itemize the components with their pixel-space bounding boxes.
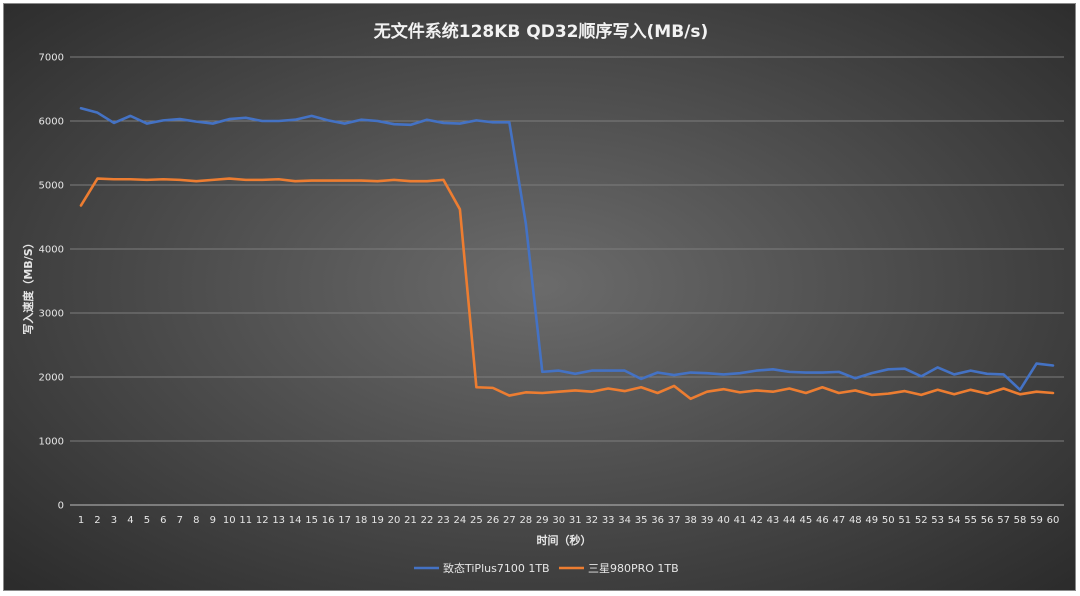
x-tick-label: 59: [1030, 515, 1043, 526]
y-tick-label: 0: [58, 501, 64, 512]
x-tick-label: 47: [832, 515, 845, 526]
x-tick-label: 17: [338, 515, 351, 526]
x-tick-label: 60: [1047, 515, 1060, 526]
x-tick-label: 20: [388, 515, 401, 526]
x-tick-label: 1: [78, 515, 84, 526]
x-tick-label: 24: [454, 515, 467, 526]
x-tick-label: 29: [536, 515, 549, 526]
x-tick-label: 36: [651, 515, 664, 526]
x-tick-label: 45: [800, 515, 813, 526]
x-tick-label: 44: [783, 515, 796, 526]
x-tick-label: 4: [127, 515, 133, 526]
x-tick-label: 11: [239, 515, 252, 526]
x-tick-label: 8: [193, 515, 199, 526]
x-tick-label: 42: [750, 515, 763, 526]
x-tick-label: 30: [552, 515, 565, 526]
x-tick-label: 51: [898, 515, 911, 526]
x-tick-label: 53: [931, 515, 944, 526]
x-tick-label: 50: [882, 515, 895, 526]
y-tick-label: 4000: [39, 245, 64, 256]
series-line-1: [79, 106, 1055, 392]
x-tick-label: 55: [964, 515, 977, 526]
x-tick-label: 21: [404, 515, 417, 526]
x-axis-label: 时间（秒）: [537, 533, 592, 547]
y-axis-ticks: 0 1000 2000 3000 4000 5000 6000 7000: [39, 53, 64, 512]
y-tick-label: 5000: [39, 181, 64, 192]
y-tick-label: 1000: [39, 437, 64, 448]
x-tick-label: 33: [602, 515, 615, 526]
y-axis-label: 写入速度（MB/S）: [21, 237, 35, 334]
x-tick-label: 2: [94, 515, 100, 526]
x-tick-label: 16: [322, 515, 335, 526]
x-tick-label: 46: [816, 515, 829, 526]
x-tick-label: 48: [849, 515, 862, 526]
x-tick-label: 10: [223, 515, 236, 526]
legend: 致态TiPlus7100 1TB 三星980PRO 1TB: [414, 561, 679, 575]
x-tick-label: 54: [948, 515, 961, 526]
x-tick-label: 41: [734, 515, 747, 526]
series-line-2: [79, 177, 1055, 401]
x-tick-label: 34: [618, 515, 631, 526]
chart-title: 无文件系统128KB QD32顺序写入(MB/s): [373, 21, 709, 42]
x-tick-label: 49: [865, 515, 878, 526]
y-tick-label: 2000: [39, 373, 64, 384]
x-tick-label: 28: [519, 515, 532, 526]
x-tick-label: 14: [289, 515, 302, 526]
x-tick-label: 19: [371, 515, 384, 526]
x-tick-label: 56: [981, 515, 994, 526]
line-chart: 无文件系统128KB QD32顺序写入(MB/s) 0 1000 2000 3000 4…: [21, 21, 1064, 575]
x-tick-label: 31: [569, 515, 582, 526]
y-tick-label: 7000: [39, 53, 64, 64]
x-tick-label: 26: [486, 515, 499, 526]
x-tick-label: 15: [305, 515, 318, 526]
series-lines: [79, 106, 1055, 401]
x-axis-ticks: 1 2 3 4 5 6 7 8 9 10 11 12 13 14 15 16 17 18 19 20 21 22 23 24 2…: [78, 515, 1060, 526]
x-tick-label: 38: [684, 515, 697, 526]
x-tick-label: 23: [437, 515, 450, 526]
x-tick-label: 5: [144, 515, 150, 526]
legend-label-2: 三星980PRO 1TB: [588, 562, 679, 575]
x-tick-label: 18: [355, 515, 368, 526]
x-tick-label: 12: [256, 515, 269, 526]
x-tick-label: 43: [767, 515, 780, 526]
chart-frame: 无文件系统128KB QD32顺序写入(MB/s) 0 1000 2000 3000 4…: [3, 3, 1076, 591]
x-tick-label: 6: [160, 515, 166, 526]
gridlines: [70, 56, 1064, 506]
x-tick-label: 7: [177, 515, 183, 526]
x-tick-label: 13: [272, 515, 285, 526]
x-tick-label: 37: [668, 515, 681, 526]
x-tick-label: 35: [635, 515, 648, 526]
x-tick-label: 40: [717, 515, 730, 526]
x-tick-label: 32: [585, 515, 598, 526]
legend-label-1: 致态TiPlus7100 1TB: [443, 561, 550, 575]
x-tick-label: 25: [470, 515, 483, 526]
x-tick-label: 9: [210, 515, 216, 526]
x-tick-label: 39: [701, 515, 714, 526]
x-tick-label: 27: [503, 515, 516, 526]
x-tick-label: 52: [915, 515, 928, 526]
x-tick-label: 3: [111, 515, 117, 526]
x-tick-label: 58: [1014, 515, 1027, 526]
x-tick-label: 22: [421, 515, 434, 526]
x-tick-label: 57: [997, 515, 1010, 526]
y-tick-label: 6000: [39, 117, 64, 128]
y-tick-label: 3000: [39, 309, 64, 320]
